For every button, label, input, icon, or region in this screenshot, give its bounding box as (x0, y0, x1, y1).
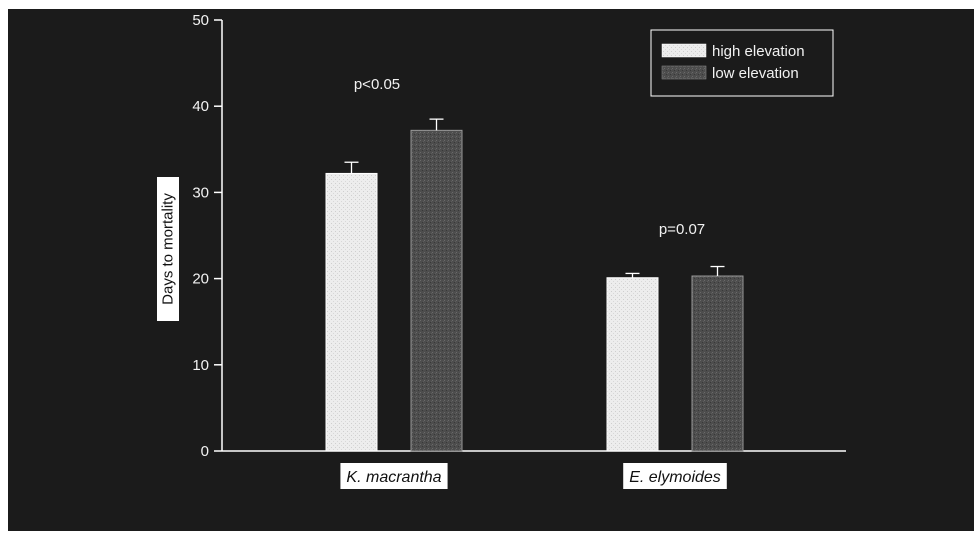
legend: high elevation low elevation (650, 29, 834, 97)
legend-label-high-elevation: high elevation (712, 43, 805, 60)
bar-e-elymoides-low-elevation (691, 275, 744, 452)
bar-e-elymoides-high-elevation (606, 277, 659, 452)
category-label-e-elymoides: E. elymoides (629, 469, 721, 486)
x-axis-labels: K. macrantha E. elymoides (340, 463, 727, 489)
y-axis-ticks: 0 10 20 30 40 50 (192, 12, 222, 460)
bar-k-macrantha-low-elevation (410, 129, 463, 452)
bar-k-macrantha-high-elevation (325, 172, 378, 452)
legend-swatch-high-elevation (661, 43, 707, 58)
y-tick-label: 30 (192, 184, 209, 201)
legend-label-low-elevation: low elevation (712, 65, 799, 82)
y-tick-label: 20 (192, 271, 209, 288)
y-axis-label-background (157, 177, 179, 321)
category-label-background (623, 463, 727, 489)
legend-box (650, 29, 834, 97)
category-label-background (340, 463, 448, 489)
legend-swatch-low-elevation (661, 65, 707, 80)
y-axis-label: Days to mortality (160, 193, 177, 305)
y-tick-label: 40 (192, 98, 209, 115)
annotation-e-elymoides-p: p=0.07 (659, 221, 705, 238)
category-label-k-macrantha: K. macrantha (346, 469, 441, 486)
y-tick-label: 10 (192, 357, 209, 374)
y-tick-label: 50 (192, 12, 209, 29)
annotation-k-macrantha-p: p<0.05 (354, 76, 400, 93)
y-tick-label: 0 (201, 443, 209, 460)
bars (325, 118, 744, 452)
